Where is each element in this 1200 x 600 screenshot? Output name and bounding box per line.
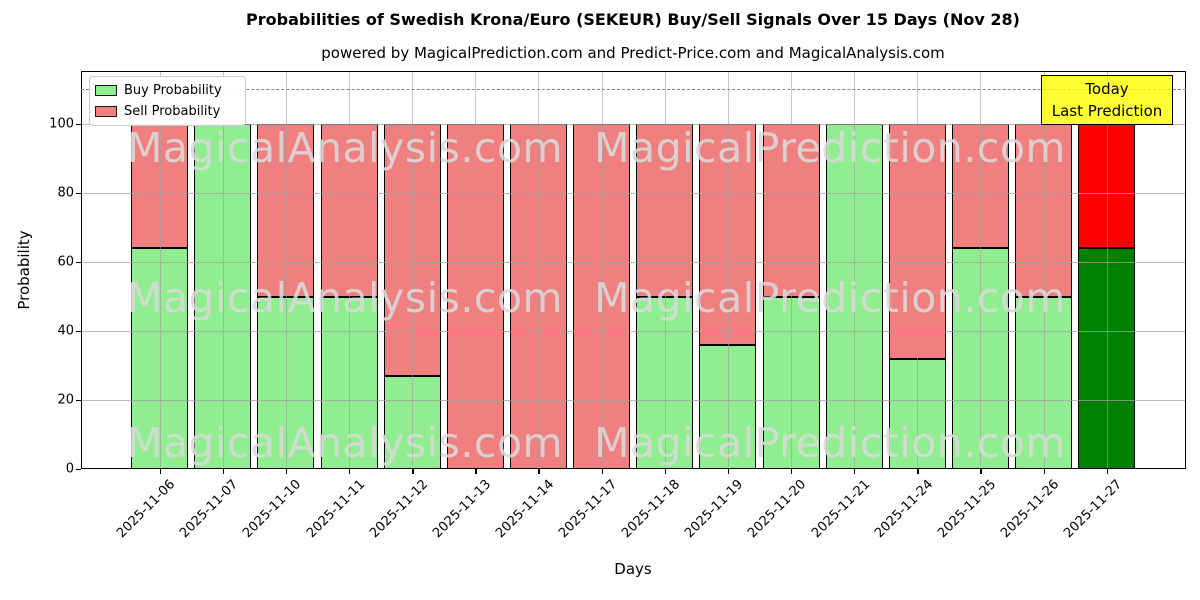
vertical-gridline bbox=[475, 71, 477, 469]
chart-subtitle: powered by MagicalPrediction.com and Pre… bbox=[321, 44, 945, 62]
vertical-gridline bbox=[1043, 71, 1045, 469]
x-tick-mark bbox=[285, 469, 288, 474]
x-tick-mark bbox=[159, 469, 161, 474]
x-tick-mark bbox=[664, 469, 667, 474]
x-tick-mark bbox=[222, 469, 225, 474]
horizontal-gridline bbox=[81, 262, 1186, 264]
y-tick-mark bbox=[76, 400, 81, 402]
y-axis-label: Probability bbox=[15, 230, 33, 310]
watermark-text: MagicalPrediction.com bbox=[594, 419, 1066, 467]
x-tick-mark bbox=[727, 469, 730, 474]
x-tick-mark bbox=[791, 469, 793, 474]
x-tick-mark bbox=[1106, 469, 1108, 474]
vertical-gridline bbox=[285, 71, 287, 469]
watermark-text: MagicalPrediction.com bbox=[594, 124, 1066, 172]
x-tick-mark bbox=[349, 469, 351, 474]
annotation-line-1: Today bbox=[1085, 79, 1129, 98]
annotation-line-2: Last Prediction bbox=[1051, 102, 1163, 120]
y-tick-mark bbox=[76, 262, 81, 264]
horizontal-gridline bbox=[81, 193, 1186, 195]
y-tick-label: 80 bbox=[57, 185, 74, 201]
legend-label-buy: Buy Probability bbox=[124, 83, 222, 98]
x-tick-label: 2025-11-21 bbox=[808, 477, 873, 542]
x-tick-mark bbox=[412, 469, 414, 474]
vertical-gridline bbox=[917, 71, 919, 469]
x-axis-label: Days bbox=[614, 560, 652, 578]
watermark-text: MagicalAnalysis.com bbox=[127, 274, 563, 322]
watermark-text: MagicalAnalysis.com bbox=[127, 124, 563, 172]
x-tick-mark bbox=[475, 469, 477, 474]
vertical-gridline bbox=[412, 71, 414, 469]
vertical-gridline bbox=[601, 71, 603, 469]
x-tick-mark bbox=[1043, 469, 1045, 474]
x-tick-mark bbox=[980, 469, 982, 474]
y-tick-label: 40 bbox=[57, 323, 74, 339]
x-tick-label: 2025-11-27 bbox=[1061, 477, 1126, 542]
x-tick-label: 2025-11-11 bbox=[303, 477, 368, 542]
vertical-gridline bbox=[159, 71, 161, 469]
y-tick-label: 100 bbox=[49, 116, 74, 132]
y-tick-label: 60 bbox=[57, 254, 74, 270]
x-tick-label: 2025-11-10 bbox=[240, 477, 305, 542]
vertical-gridline bbox=[854, 71, 856, 469]
y-tick-label: 20 bbox=[57, 392, 74, 408]
x-tick-label: 2025-11-20 bbox=[745, 477, 810, 542]
legend-label-sell: Sell Probability bbox=[124, 104, 221, 119]
watermark-text: MagicalAnalysis.com bbox=[127, 419, 563, 467]
x-tick-mark bbox=[538, 469, 540, 474]
x-tick-mark bbox=[917, 469, 919, 474]
horizontal-gridline bbox=[81, 331, 1186, 333]
y-tick-mark bbox=[76, 331, 81, 333]
y-tick-mark bbox=[76, 124, 81, 126]
chart-title: Probabilities of Swedish Krona/Euro (SEK… bbox=[246, 10, 1020, 29]
x-tick-label: 2025-11-14 bbox=[493, 477, 558, 542]
legend-item-sell: Sell Probability bbox=[95, 104, 237, 119]
x-tick-label: 2025-11-17 bbox=[556, 477, 621, 542]
vertical-gridline bbox=[664, 71, 666, 469]
x-tick-label: 2025-11-13 bbox=[429, 477, 494, 542]
y-tick-label: 0 bbox=[65, 461, 74, 477]
x-tick-label: 2025-11-07 bbox=[177, 477, 242, 542]
sell-color-swatch bbox=[95, 106, 117, 117]
horizontal-gridline bbox=[81, 124, 1186, 126]
vertical-gridline bbox=[538, 71, 540, 469]
legend: Buy Probability Sell Probability bbox=[89, 76, 246, 126]
x-tick-mark bbox=[601, 469, 603, 474]
vertical-gridline bbox=[727, 71, 729, 469]
buy-color-swatch bbox=[95, 85, 117, 96]
horizontal-gridline bbox=[81, 400, 1186, 402]
x-tick-label: 2025-11-25 bbox=[935, 477, 1000, 542]
legend-item-buy: Buy Probability bbox=[95, 83, 237, 98]
vertical-gridline bbox=[791, 71, 793, 469]
y-tick-mark bbox=[76, 193, 81, 195]
x-tick-label: 2025-11-24 bbox=[871, 477, 936, 542]
watermark-text: MagicalPrediction.com bbox=[594, 274, 1066, 322]
plot-area-border bbox=[81, 71, 1186, 469]
x-tick-label: 2025-11-26 bbox=[998, 477, 1063, 542]
vertical-gridline bbox=[980, 71, 982, 469]
today-annotation-box: Today Last Prediction bbox=[1041, 75, 1173, 125]
x-tick-label: 2025-11-12 bbox=[366, 477, 431, 542]
x-tick-label: 2025-11-06 bbox=[114, 477, 179, 542]
threshold-dashed-line bbox=[81, 88, 1186, 90]
x-tick-label: 2025-11-19 bbox=[682, 477, 747, 542]
vertical-gridline bbox=[349, 71, 351, 469]
x-tick-mark bbox=[854, 469, 856, 474]
y-tick-mark bbox=[76, 469, 81, 471]
x-tick-label: 2025-11-18 bbox=[619, 477, 684, 542]
vertical-gridline bbox=[1106, 71, 1108, 469]
vertical-gridline bbox=[222, 71, 224, 469]
